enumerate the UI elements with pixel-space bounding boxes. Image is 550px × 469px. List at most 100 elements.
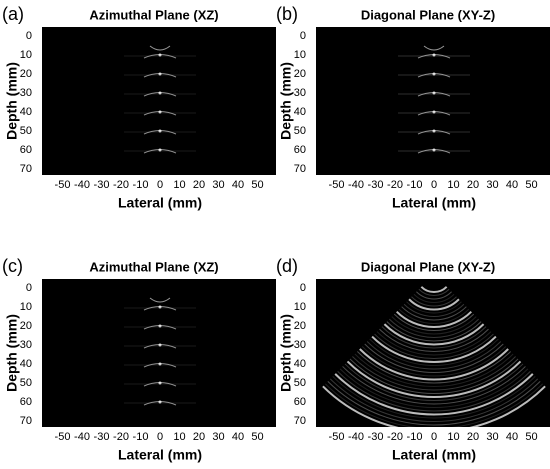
echo-dot: [158, 148, 162, 152]
arc: [379, 328, 489, 352]
y-tick-label: 30: [20, 339, 32, 351]
y-tick-label: 20: [294, 320, 306, 332]
echo-dot: [158, 305, 162, 309]
arc: [344, 363, 524, 402]
arc: [391, 316, 477, 335]
x-tick-label: 40: [506, 431, 518, 443]
y-tick-label: 10: [20, 49, 32, 61]
x-tick-label: 10: [447, 431, 459, 443]
x-tick-label: 10: [447, 179, 459, 191]
x-tick-label: 30: [486, 179, 498, 191]
x-tick-label: -20: [113, 179, 129, 191]
y-tick-label: 10: [294, 49, 306, 61]
x-tick-label: 50: [251, 179, 263, 191]
arc: [416, 291, 452, 300]
y-tick-label: 50: [294, 377, 306, 389]
y-axis-label: Depth (mm): [4, 314, 20, 392]
image-content: [322, 286, 546, 427]
x-tick-label: -20: [113, 431, 129, 443]
panel-label: (b): [276, 4, 298, 24]
x-tick-label: -10: [407, 179, 423, 191]
echo-dot: [158, 72, 162, 76]
image: [42, 279, 276, 427]
x-tick-label: -30: [368, 179, 384, 191]
arc: [361, 346, 507, 377]
arc: [334, 373, 534, 416]
y-tick-label: 40: [20, 358, 32, 370]
x-tick-label: -50: [55, 179, 71, 191]
echo-dot: [432, 129, 436, 133]
image: [316, 279, 550, 427]
echo-dot: [158, 324, 162, 328]
x-tick-label: 20: [467, 431, 479, 443]
y-tick-label: 70: [294, 163, 306, 175]
arc: [366, 341, 502, 370]
y-tick-label: 10: [294, 301, 306, 313]
y-tick-label: 70: [20, 415, 32, 427]
y-tick-label: 30: [294, 339, 306, 351]
panel-label: (a): [2, 4, 24, 24]
x-tick-label: 10: [173, 431, 185, 443]
echo-dot: [158, 362, 162, 366]
arc: [376, 331, 492, 356]
x-tick-label: 50: [525, 431, 537, 443]
echo-dot: [432, 72, 436, 76]
arc: [396, 310, 472, 328]
panel-title: Diagonal Plane (XY-Z): [361, 7, 495, 22]
y-tick-label: 60: [294, 396, 306, 408]
arc: [403, 303, 465, 317]
arc: [406, 301, 462, 314]
arc: [359, 348, 509, 381]
x-tick-label: 30: [212, 179, 224, 191]
echo-dot: [158, 53, 162, 57]
arc: [393, 313, 475, 331]
arc: [420, 286, 448, 293]
y-tick-label: 0: [300, 30, 306, 42]
arc: [352, 356, 516, 391]
x-tick-label: 0: [157, 179, 163, 191]
x-axis-label: Lateral (mm): [392, 195, 476, 211]
y-tick-label: 60: [20, 144, 32, 156]
x-axis-label: Lateral (mm): [118, 195, 202, 211]
x-axis-label: Lateral (mm): [392, 447, 476, 463]
y-tick-label: 60: [294, 144, 306, 156]
echo-dot: [158, 381, 162, 385]
arc: [381, 326, 487, 349]
x-tick-label: 0: [431, 179, 437, 191]
x-tick-label: 40: [232, 179, 244, 191]
arc: [329, 378, 539, 422]
x-tick-label: -30: [94, 179, 110, 191]
x-tick-label: 50: [251, 431, 263, 443]
arc: [337, 371, 531, 412]
arc: [356, 351, 512, 384]
y-tick-label: 10: [20, 301, 32, 313]
echo-dot: [158, 129, 162, 133]
y-tick-label: 40: [20, 106, 32, 118]
x-tick-label: -40: [74, 431, 90, 443]
x-tick-label: 0: [431, 431, 437, 443]
arc: [398, 308, 470, 324]
y-axis-label: Depth (mm): [278, 314, 294, 392]
x-tick-label: -50: [329, 431, 345, 443]
x-tick-label: -40: [348, 179, 364, 191]
arc: [413, 293, 455, 303]
echo-dot: [158, 91, 162, 95]
arc: [327, 380, 541, 426]
x-tick-label: -40: [74, 179, 90, 191]
arc: [383, 323, 485, 346]
x-tick-label: 20: [467, 179, 479, 191]
apex: [423, 45, 445, 51]
y-tick-label: 20: [20, 68, 32, 80]
x-tick-label: 30: [212, 431, 224, 443]
image: [316, 27, 550, 175]
panel-label: (c): [2, 256, 23, 276]
x-tick-label: -20: [387, 179, 403, 191]
arc: [324, 383, 544, 427]
image-content: [124, 297, 196, 406]
y-tick-label: 50: [294, 125, 306, 137]
y-tick-label: 70: [294, 415, 306, 427]
panel-title: Diagonal Plane (XY-Z): [361, 259, 495, 274]
arc: [371, 335, 497, 363]
x-tick-label: -10: [133, 431, 149, 443]
